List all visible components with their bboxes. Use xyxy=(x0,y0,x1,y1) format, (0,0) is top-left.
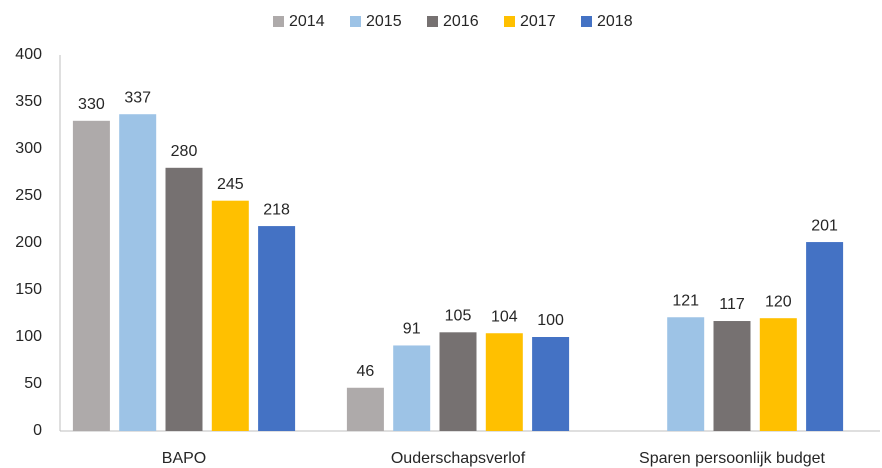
data-label: 104 xyxy=(491,308,518,325)
x-tick-label: Ouderschapsverlof xyxy=(391,450,526,467)
data-label: 100 xyxy=(537,312,564,329)
y-tick-label: 100 xyxy=(15,328,42,345)
data-label: 330 xyxy=(78,96,105,113)
data-label: 121 xyxy=(672,292,699,309)
y-tick-label: 150 xyxy=(15,281,42,298)
legend-swatch xyxy=(273,16,284,27)
legend-label: 2018 xyxy=(597,13,633,30)
data-label: 218 xyxy=(263,201,290,218)
bar xyxy=(532,337,570,431)
bar xyxy=(806,242,844,431)
y-tick-label: 300 xyxy=(15,140,42,157)
bar xyxy=(119,114,157,431)
bar xyxy=(713,321,751,431)
legend-label: 2016 xyxy=(443,13,479,30)
data-label: 91 xyxy=(403,321,421,338)
y-tick-label: 50 xyxy=(24,375,42,392)
y-tick-label: 200 xyxy=(15,234,42,251)
x-tick-label: Sparen persoonlijk budget xyxy=(639,450,825,467)
bar xyxy=(439,332,477,431)
legend-label: 2015 xyxy=(366,13,402,30)
y-tick-label: 350 xyxy=(15,93,42,110)
bar xyxy=(667,317,705,431)
bar xyxy=(485,333,523,431)
legend-swatch xyxy=(504,16,515,27)
bar xyxy=(165,167,203,432)
bar xyxy=(72,120,110,432)
y-tick-label: 400 xyxy=(15,46,42,63)
legend-label: 2014 xyxy=(289,13,325,30)
data-label: 201 xyxy=(811,217,838,234)
y-tick-label: 250 xyxy=(15,187,42,204)
legend-swatch xyxy=(350,16,361,27)
data-label: 280 xyxy=(171,143,198,160)
legend-swatch xyxy=(581,16,592,27)
bar xyxy=(346,387,384,431)
data-label: 117 xyxy=(719,296,745,313)
data-label: 337 xyxy=(124,89,151,106)
data-label: 245 xyxy=(217,176,244,193)
data-label: 46 xyxy=(357,363,375,380)
bar xyxy=(759,318,797,431)
bar xyxy=(393,345,431,431)
x-tick-label: BAPO xyxy=(162,450,206,467)
legend-swatch xyxy=(427,16,438,27)
data-label: 120 xyxy=(765,293,792,310)
bar xyxy=(258,226,296,431)
y-tick-label: 0 xyxy=(33,422,42,439)
data-label: 105 xyxy=(445,308,472,325)
legend-label: 2017 xyxy=(520,13,556,30)
bar xyxy=(211,200,249,431)
